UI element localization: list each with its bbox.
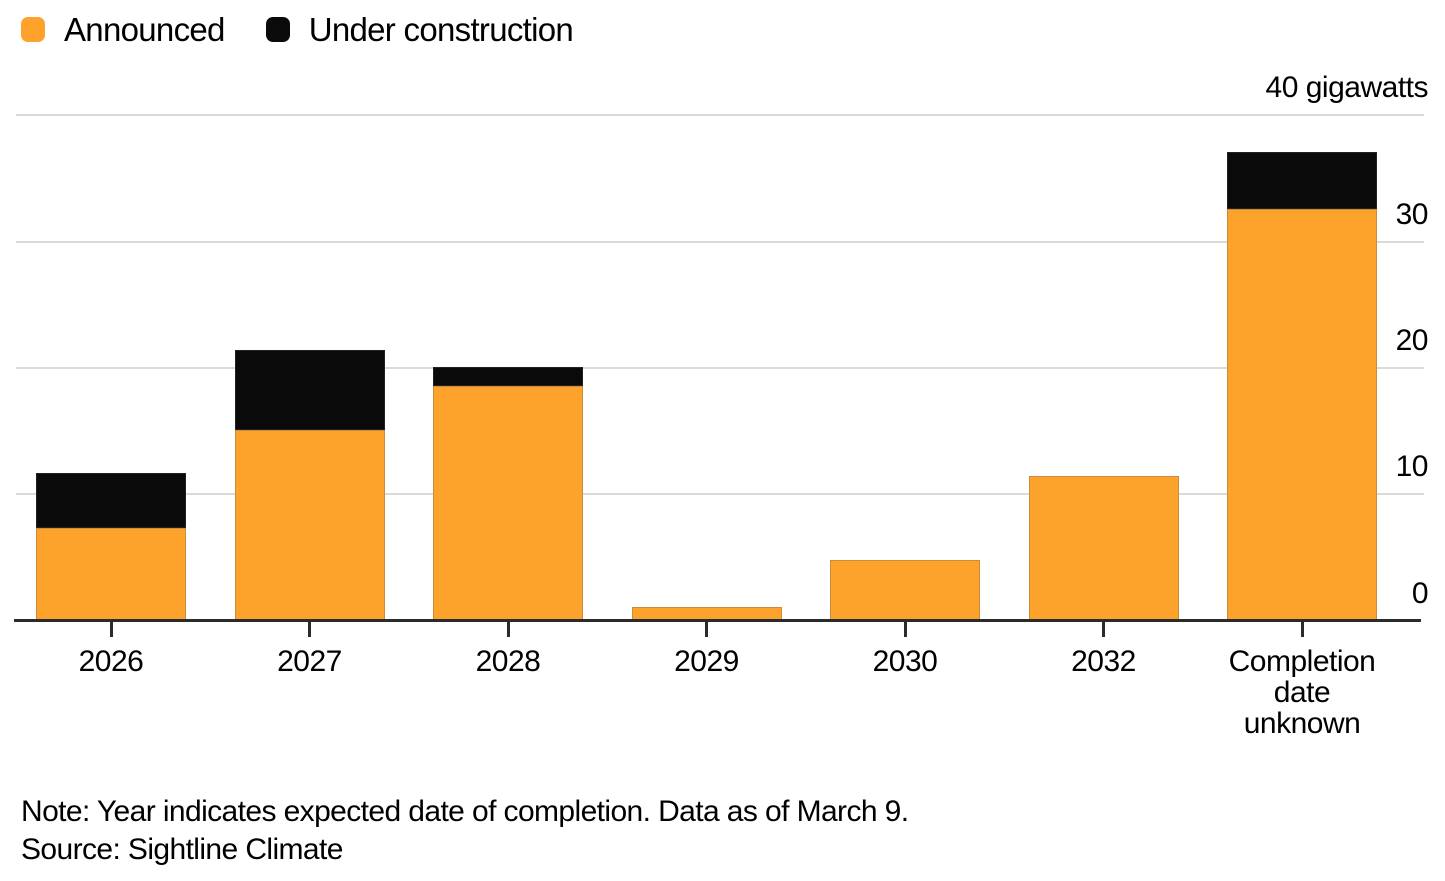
y-gridline	[16, 240, 1424, 243]
chart-legend: Announced Under construction	[21, 11, 574, 48]
bar-under-construction-segment	[234, 350, 385, 430]
legend-item-announced: Announced	[21, 13, 225, 46]
legend-label-announced: Announced	[64, 11, 225, 48]
bar-announced-segment	[1028, 476, 1179, 621]
chart-source: Source: Sightline Climate	[21, 833, 343, 866]
legend-label-under-construction: Under construction	[308, 11, 574, 48]
y-axis-tick-label: 10	[1395, 450, 1429, 484]
x-axis-category-label: 2028	[475, 645, 541, 678]
x-axis-category-label: 2026	[78, 645, 144, 678]
x-axis-category-label: 2032	[1071, 645, 1136, 678]
bar-announced-segment	[1227, 208, 1377, 621]
bar-announced-segment	[36, 528, 186, 621]
y-gridline	[16, 114, 1424, 117]
x-axis-tick	[1102, 621, 1105, 637]
x-axis-category-label: 2027	[277, 645, 342, 678]
bar-announced-segment	[234, 429, 385, 621]
x-axis-line	[14, 619, 1421, 622]
y-gridline	[16, 493, 1424, 496]
x-axis-tick	[506, 621, 510, 637]
x-axis-tick	[1300, 621, 1304, 637]
bar-under-construction-segment	[36, 472, 186, 529]
y-axis-tick-label: 30	[1395, 197, 1429, 231]
bar-under-construction-segment	[1227, 151, 1377, 209]
x-axis-tick	[903, 621, 907, 637]
legend-item-under-construction: Under construction	[265, 11, 574, 48]
y-gridline	[16, 366, 1424, 369]
y-axis-tick-label: 20	[1395, 323, 1429, 357]
x-axis-category-label: Completion date unknown	[1228, 645, 1376, 740]
chart-note: Note: Year indicates expected date of co…	[21, 795, 909, 828]
x-axis-tick	[705, 621, 708, 637]
x-axis-category-label: 2029	[674, 645, 739, 678]
bar-announced-segment	[631, 606, 782, 621]
y-axis-tick-label: 40 gigawatts	[1265, 71, 1429, 105]
y-axis-tick-label: 0	[1411, 576, 1429, 610]
under-construction-swatch-icon	[265, 17, 290, 42]
x-axis-category-label: 2030	[872, 645, 938, 678]
bar-announced-segment	[433, 385, 583, 621]
bar-announced-segment	[830, 559, 980, 621]
bar-under-construction-segment	[433, 366, 583, 386]
x-axis-tick	[109, 621, 113, 637]
x-axis-tick	[308, 621, 311, 637]
announced-swatch-icon	[21, 17, 45, 42]
